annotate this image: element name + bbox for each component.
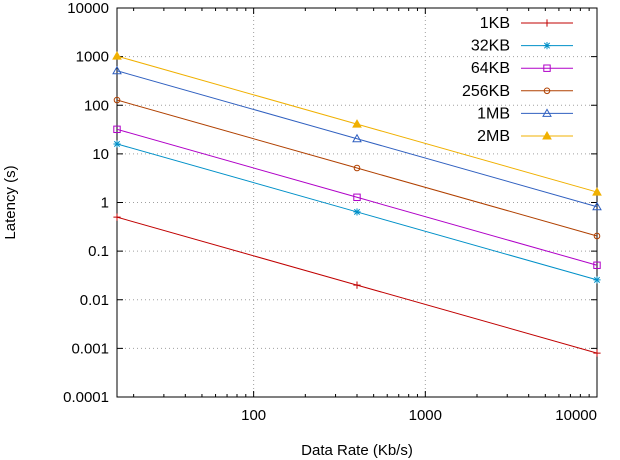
y-tick-label: 100: [84, 97, 109, 114]
legend-entry: 256KB: [462, 83, 573, 100]
y-tick-label: 10: [92, 146, 109, 163]
data-point: [112, 65, 122, 75]
y-tick-label: 0.01: [80, 292, 109, 309]
data-point: [353, 193, 361, 201]
legend-entry: 32KB: [471, 38, 573, 55]
data-point: [542, 108, 552, 117]
data-point: [353, 281, 361, 289]
series-1mb: [112, 65, 602, 211]
data-point: [543, 64, 551, 72]
legend-entry: 1KB: [480, 15, 573, 32]
data-point: [353, 208, 361, 216]
y-tick-label: 10000: [67, 0, 109, 17]
data-point: [543, 19, 551, 27]
data-point: [592, 187, 602, 196]
series-64kb: [113, 125, 601, 269]
data-point: [593, 349, 601, 357]
series-line: [116, 128, 598, 266]
series-line: [116, 99, 598, 237]
legend: 1KB 32KB 64KB 256KB 1MB 2MB: [462, 15, 573, 145]
legend-entry: 1MB: [477, 105, 573, 122]
legend-label: 2MB: [477, 128, 510, 145]
data-point: [352, 133, 362, 143]
legend-label: 32KB: [471, 38, 510, 55]
data-point: [113, 96, 121, 104]
series-32kb: [113, 140, 601, 284]
data-point: [113, 213, 121, 221]
data-point: [593, 276, 601, 284]
data-point: [543, 42, 551, 50]
x-tick-label: 10000: [555, 407, 597, 424]
y-tick-label: 1: [101, 195, 109, 212]
x-tick-label: 100: [241, 407, 266, 424]
series-lines: [112, 51, 602, 357]
legend-label: 1KB: [480, 15, 510, 32]
legend-label: 256KB: [462, 83, 510, 100]
data-point: [352, 119, 362, 128]
series-1kb: [113, 213, 601, 357]
data-point: [113, 125, 121, 134]
x-axis-title: Data Rate (Kb/s): [301, 442, 413, 459]
grid: [117, 8, 597, 397]
axis-ticks: 0.0001 0.001 0.01 0.1 1 10 100 1000 10000 100 1000…: [63, 0, 598, 424]
data-point: [593, 261, 601, 269]
series-line: [116, 70, 598, 208]
legend-label: 64KB: [471, 60, 510, 77]
data-point: [593, 232, 601, 240]
series-256kb: [113, 96, 601, 240]
x-tick-label: 1000: [409, 407, 442, 424]
y-axis-title: Latency (s): [2, 165, 19, 239]
data-point: [113, 140, 121, 148]
y-tick-label: 0.0001: [63, 389, 109, 406]
y-tick-label: 0.1: [88, 243, 109, 260]
data-point: [542, 130, 552, 140]
data-point: [112, 51, 122, 60]
data-point: [543, 87, 551, 95]
legend-entry: 2MB: [477, 128, 573, 145]
data-point: [592, 201, 602, 211]
y-tick-label: 0.001: [71, 340, 109, 357]
legend-entry: 64KB: [471, 60, 573, 77]
data-point: [353, 164, 361, 172]
series-2mb: [112, 51, 602, 196]
y-tick-label: 1000: [76, 49, 109, 66]
legend-label: 1MB: [477, 105, 510, 122]
